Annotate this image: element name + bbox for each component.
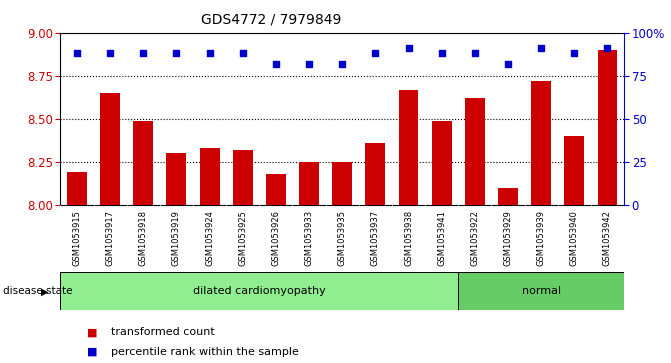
Bar <box>134 121 153 205</box>
Bar <box>299 162 319 205</box>
Bar <box>564 136 584 205</box>
Point <box>470 50 480 56</box>
Text: GSM1053917: GSM1053917 <box>105 210 115 266</box>
Text: GSM1053938: GSM1053938 <box>404 210 413 266</box>
Point <box>171 50 182 56</box>
Text: ■: ■ <box>87 327 98 337</box>
Point <box>304 61 315 67</box>
Text: GSM1053939: GSM1053939 <box>537 210 546 266</box>
Text: GSM1053919: GSM1053919 <box>172 210 181 266</box>
Text: GSM1053941: GSM1053941 <box>437 210 446 266</box>
Point <box>403 45 414 51</box>
Text: GSM1053935: GSM1053935 <box>338 210 347 266</box>
Text: GSM1053922: GSM1053922 <box>470 210 479 266</box>
Bar <box>166 153 187 205</box>
Text: GSM1053924: GSM1053924 <box>205 210 214 266</box>
Text: ▶: ▶ <box>41 286 48 296</box>
Bar <box>458 272 624 310</box>
Point <box>105 50 115 56</box>
Bar <box>498 188 518 205</box>
Text: percentile rank within the sample: percentile rank within the sample <box>111 347 299 357</box>
Point <box>337 61 348 67</box>
Bar <box>233 150 253 205</box>
Text: transformed count: transformed count <box>111 327 215 337</box>
Point <box>72 50 83 56</box>
Point <box>204 50 215 56</box>
Text: GSM1053926: GSM1053926 <box>271 210 280 266</box>
Point <box>503 61 513 67</box>
Point <box>238 50 248 56</box>
Bar <box>200 148 219 205</box>
Text: dilated cardiomyopathy: dilated cardiomyopathy <box>193 286 325 296</box>
Bar <box>366 143 385 205</box>
Bar <box>531 81 551 205</box>
Point <box>602 45 613 51</box>
Bar <box>465 98 484 205</box>
Text: ■: ■ <box>87 347 98 357</box>
Text: GSM1053915: GSM1053915 <box>72 210 81 266</box>
Point <box>138 50 149 56</box>
Text: GSM1053925: GSM1053925 <box>238 210 247 266</box>
Point <box>370 50 380 56</box>
Point <box>270 61 281 67</box>
Bar <box>100 93 120 205</box>
Text: GSM1053918: GSM1053918 <box>139 210 148 266</box>
Text: GSM1053942: GSM1053942 <box>603 210 612 266</box>
Point <box>436 50 447 56</box>
Bar <box>266 174 286 205</box>
Bar <box>431 121 452 205</box>
Point <box>535 45 546 51</box>
Bar <box>332 162 352 205</box>
Bar <box>60 272 458 310</box>
Bar <box>399 90 419 205</box>
Text: normal: normal <box>521 286 561 296</box>
Text: GSM1053933: GSM1053933 <box>305 210 313 266</box>
Text: GDS4772 / 7979849: GDS4772 / 7979849 <box>201 13 342 27</box>
Text: GSM1053929: GSM1053929 <box>503 210 513 266</box>
Text: GSM1053937: GSM1053937 <box>371 210 380 266</box>
Text: disease state: disease state <box>3 286 73 296</box>
Bar <box>67 172 87 205</box>
Point <box>569 50 580 56</box>
Text: GSM1053940: GSM1053940 <box>570 210 579 266</box>
Bar <box>597 50 617 205</box>
